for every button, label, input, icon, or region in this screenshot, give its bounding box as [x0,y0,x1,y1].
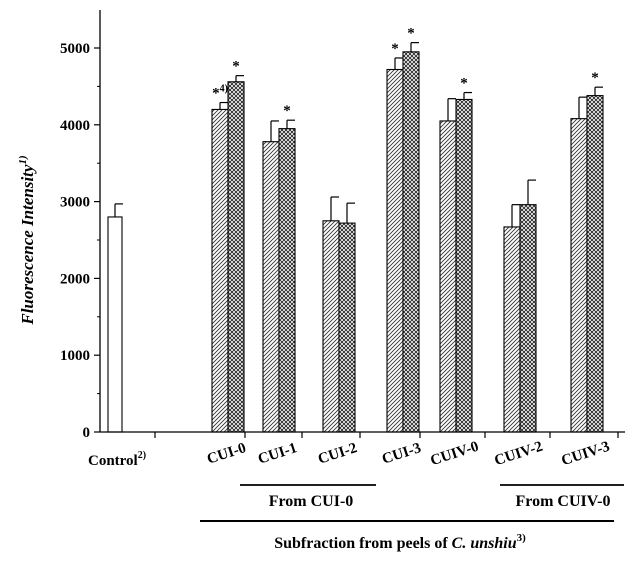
y-tick-label: 0 [83,425,91,441]
x-tick-label: CUI-0 [205,440,248,468]
bar-cui-3-crosshatched [402,51,420,433]
x-tick-label-control: Control2) [88,450,146,469]
bar-cuiv-2-crosshatched [519,204,537,433]
significance-marker: * [232,59,240,75]
significance-marker: * [591,70,599,86]
significance-footnote: 4) [220,84,228,95]
bar-cui-0-hatched [211,108,229,433]
x-axis-title: Subfraction from peels of C. unshiu3) [274,532,526,552]
y-tick-label: 3000 [60,195,90,211]
significance-marker: * [460,76,468,92]
y-tick-label: 2000 [60,271,90,287]
bar-cui-2-hatched [322,220,340,433]
bar-cuiv-0-hatched [439,120,457,433]
bar-cuiv-2-hatched [503,226,521,433]
x-tick-label: CUIV-3 [560,439,612,470]
control-footnote: 2) [138,450,146,461]
x-axis-title-footnote: 3) [517,532,527,544]
group-label: From CUI-0 [269,493,354,510]
x-tick-label: CUI-3 [380,440,423,468]
significance-marker: * [391,41,399,57]
bar-cui-1-crosshatched [278,128,296,433]
y-axis-title-footnote: 1) [17,155,29,164]
axes-layer [94,10,625,522]
significance-marker: * [407,26,415,42]
bar-cui-2-crosshatched [338,222,356,433]
x-tick-label: CUIV-2 [493,439,545,470]
significance-marker: * [283,103,291,119]
x-tick-label: CUIV-0 [429,439,481,470]
y-axis-title: Fluorescence Intensity1) [17,155,37,325]
bar-cuiv-3-hatched [570,118,588,433]
y-tick-label: 1000 [60,348,90,364]
bar-cui-3-hatched [386,68,404,433]
bar-cui-1-hatched [262,141,280,433]
x-axis-title-species: C. unshiu [452,535,517,552]
group-label: From CUIV-0 [516,493,611,510]
bar-control [107,216,123,433]
y-tick-label: 4000 [60,118,90,134]
y-tick-label: 5000 [60,41,90,57]
x-tick-label: CUI-1 [256,440,299,468]
bar-cuiv-3-crosshatched [586,95,604,433]
bar-cuiv-0-crosshatched [455,98,473,433]
bars-layer [107,42,604,433]
bar-cui-0-crosshatched [227,81,245,433]
x-tick-label: CUI-2 [316,440,359,468]
significance-marker: *4) [212,84,228,102]
